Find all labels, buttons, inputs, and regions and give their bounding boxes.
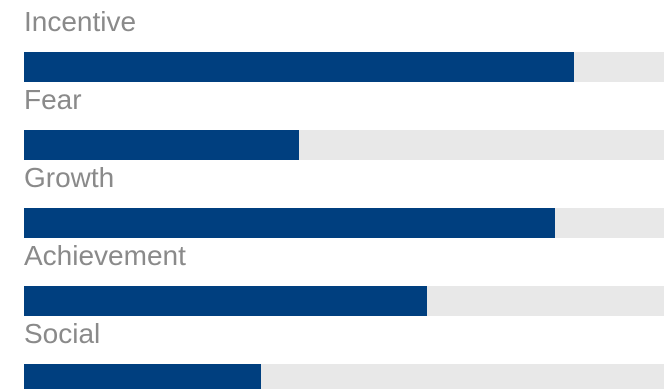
bar-label: Social bbox=[24, 318, 101, 349]
bar-label: Growth bbox=[24, 162, 115, 193]
bar-track bbox=[24, 286, 664, 316]
bar-track bbox=[24, 364, 664, 389]
bar-row-fear: Fear bbox=[0, 78, 664, 160]
bar-label: Incentive bbox=[24, 6, 137, 37]
bar-fill-incentive bbox=[24, 52, 575, 82]
bar-row-achievement: Achievement bbox=[0, 234, 664, 316]
bar-row-growth: Growth bbox=[0, 156, 664, 238]
bar-fill-social bbox=[24, 364, 261, 389]
bar-track bbox=[24, 208, 664, 238]
bar-fill-fear bbox=[24, 130, 300, 160]
bar-track bbox=[24, 130, 664, 160]
bar-row-social: Social bbox=[0, 312, 664, 390]
bar-row-incentive: Incentive bbox=[0, 0, 664, 82]
bar-fill-growth bbox=[24, 208, 556, 238]
bar-label: Achievement bbox=[24, 240, 186, 271]
bar-label: Fear bbox=[24, 84, 82, 115]
bar-track bbox=[24, 52, 664, 82]
bar-fill-achievement bbox=[24, 286, 428, 316]
